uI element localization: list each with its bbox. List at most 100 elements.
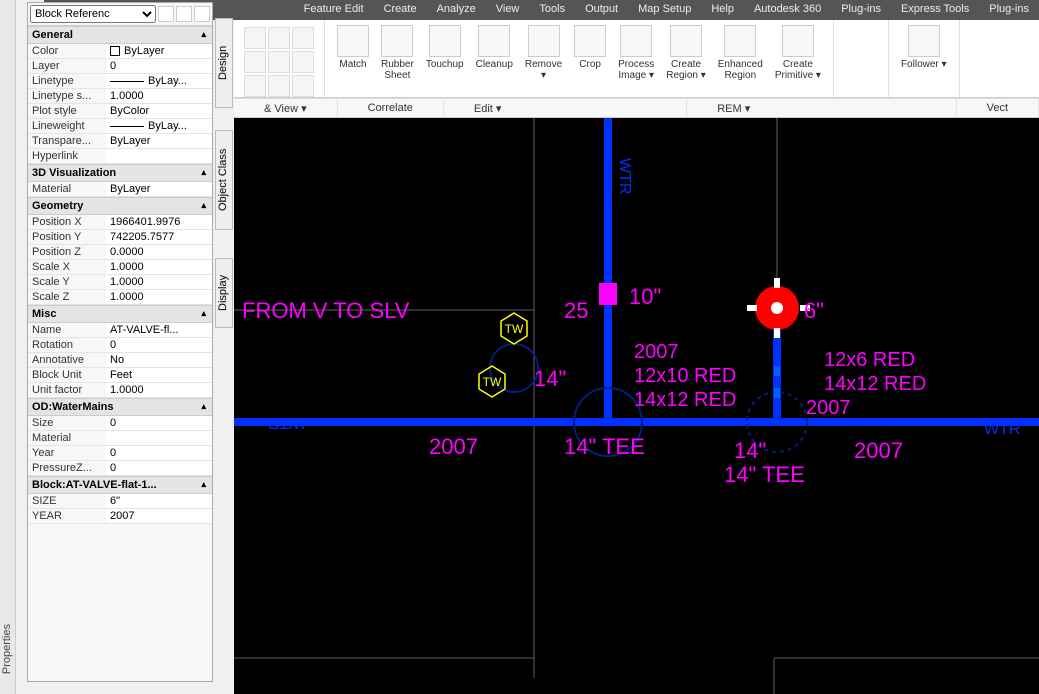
ribbon-mini-group: [234, 20, 325, 97]
property-category[interactable]: Misc: [28, 305, 212, 323]
property-row[interactable]: AnnotativeNo: [28, 353, 212, 368]
ribbon-follow-group: Follower ▾: [889, 20, 960, 97]
property-row[interactable]: Linetype s...1.0000: [28, 89, 212, 104]
svg-text:14": 14": [534, 366, 566, 391]
menu-item[interactable]: Tools: [529, 0, 575, 20]
property-row[interactable]: Plot styleByColor: [28, 104, 212, 119]
property-row[interactable]: PressureZ...0: [28, 461, 212, 476]
ribbon-button[interactable]: Touchup: [420, 23, 470, 72]
ribbon-panel-label[interactable]: REM ▾: [687, 99, 956, 117]
object-type-select[interactable]: Block Referenc: [30, 5, 156, 23]
property-row[interactable]: LinetypeByLay...: [28, 74, 212, 89]
svg-text:12x6 RED: 12x6 RED: [824, 349, 915, 371]
ribbon-panel-row: & View ▾CorrelateEdit ▾REM ▾Vect: [234, 98, 1039, 118]
svg-text:2007: 2007: [806, 397, 851, 419]
valve-symbol: [747, 278, 810, 338]
svg-text:14x12 RED: 14x12 RED: [634, 389, 736, 411]
ribbon-swatch-group: [834, 20, 889, 97]
display-tab[interactable]: Display: [215, 258, 233, 328]
property-row[interactable]: Position Z0.0000: [28, 245, 212, 260]
ribbon-button[interactable]: CreatePrimitive ▾: [769, 23, 827, 83]
property-row[interactable]: MaterialByLayer: [28, 182, 212, 197]
ribbon-panel-label[interactable]: Vect: [957, 99, 1039, 117]
drawing-canvas[interactable]: TW TW WTR WTR WTR FROM V TO SLV 25 10" 6…: [234, 118, 1039, 694]
ribbon-button[interactable]: Cleanup: [470, 23, 519, 72]
svg-text:14": 14": [734, 438, 766, 463]
menu-item[interactable]: Autodesk 360: [744, 0, 831, 20]
ribbon-button[interactable]: Remove▾: [519, 23, 568, 83]
property-row[interactable]: Scale Z1.0000: [28, 290, 212, 305]
property-row[interactable]: NameAT-VALVE-fl...: [28, 323, 212, 338]
ribbon-button[interactable]: Follower ▾: [895, 23, 953, 72]
ribbon-button[interactable]: CreateRegion ▾: [660, 23, 712, 83]
property-row[interactable]: Size0: [28, 416, 212, 431]
left-dock-strip: Properties: [0, 0, 16, 694]
property-category[interactable]: General: [28, 26, 212, 44]
property-row[interactable]: Position X1966401.9976: [28, 215, 212, 230]
property-row[interactable]: Layer0: [28, 59, 212, 74]
property-row[interactable]: Rotation0: [28, 338, 212, 353]
ribbon-button[interactable]: Crop: [568, 23, 612, 72]
ribbon-mini-icon[interactable]: [244, 27, 266, 49]
ribbon-panel-label[interactable]: & View ▾: [234, 99, 338, 117]
svg-text:2007: 2007: [634, 341, 679, 363]
svg-text:25: 25: [564, 298, 588, 323]
svg-text:14x12 RED: 14x12 RED: [824, 373, 926, 395]
svg-text:WTR: WTR: [984, 421, 1020, 438]
svg-text:TW: TW: [483, 375, 502, 389]
property-row[interactable]: Position Y742205.7577: [28, 230, 212, 245]
quick-select-icon[interactable]: [194, 6, 210, 22]
design-tab[interactable]: Design: [215, 18, 233, 108]
property-row[interactable]: Unit factor1.0000: [28, 383, 212, 398]
ribbon-button[interactable]: EnhancedRegion: [712, 23, 769, 83]
tw-badge: TW: [479, 366, 505, 397]
menu-item[interactable]: View: [486, 0, 530, 20]
property-row[interactable]: Block UnitFeet: [28, 368, 212, 383]
property-row[interactable]: Hyperlink: [28, 149, 212, 164]
svg-text:TW: TW: [505, 322, 524, 336]
menu-item[interactable]: Help: [701, 0, 744, 20]
ribbon-button[interactable]: Match: [331, 23, 375, 72]
svg-text:12x10 RED: 12x10 RED: [634, 365, 736, 387]
menu-item[interactable]: Plug-ins: [979, 0, 1039, 20]
svg-text:WTR: WTR: [616, 158, 633, 194]
property-category[interactable]: 3D Visualization: [28, 164, 212, 182]
svg-text:14" TEE: 14" TEE: [564, 434, 645, 459]
menu-item[interactable]: Analyze: [427, 0, 486, 20]
tw-badge: TW: [501, 313, 527, 344]
property-row[interactable]: LineweightByLay...: [28, 119, 212, 134]
ribbon-button[interactable]: RubberSheet: [375, 23, 420, 83]
property-category[interactable]: Block:AT-VALVE-flat-1...: [28, 476, 212, 494]
ribbon-main-group: MatchRubberSheetTouchupCleanupRemove▾Cro…: [325, 20, 834, 97]
menu-item[interactable]: Output: [575, 0, 628, 20]
svg-text:2007: 2007: [429, 434, 478, 459]
property-row[interactable]: Transpare...ByLayer: [28, 134, 212, 149]
select-objects-icon[interactable]: [176, 6, 192, 22]
svg-text:6": 6": [804, 298, 824, 323]
property-row[interactable]: Scale X1.0000: [28, 260, 212, 275]
ribbon-button[interactable]: ProcessImage ▾: [612, 23, 660, 83]
ribbon: MatchRubberSheetTouchupCleanupRemove▾Cro…: [234, 20, 1039, 98]
properties-panel: Block Referenc GeneralColorByLayerLayer0…: [27, 2, 213, 682]
menu-item[interactable]: Feature Edit: [294, 0, 374, 20]
property-row[interactable]: Scale Y1.0000: [28, 275, 212, 290]
pickadd-icon[interactable]: [158, 6, 174, 22]
properties-dock-label: Properties: [1, 624, 13, 674]
property-row[interactable]: SIZE6": [28, 494, 212, 509]
property-row[interactable]: ColorByLayer: [28, 44, 212, 59]
menu-item[interactable]: Express Tools: [891, 0, 979, 20]
menu-item[interactable]: Plug-ins: [831, 0, 891, 20]
properties-header: Block Referenc: [28, 3, 212, 26]
property-category[interactable]: Geometry: [28, 197, 212, 215]
ribbon-panel-label[interactable]: Edit ▾: [444, 99, 687, 117]
property-row[interactable]: Material: [28, 431, 212, 446]
menu-item[interactable]: Create: [374, 0, 427, 20]
property-row[interactable]: Year0: [28, 446, 212, 461]
svg-text:14" TEE: 14" TEE: [724, 462, 805, 487]
object-class-tab[interactable]: Object Class: [215, 130, 233, 230]
property-row[interactable]: YEAR2007: [28, 509, 212, 524]
menu-item[interactable]: Map Setup: [628, 0, 701, 20]
ribbon-panel-label[interactable]: Correlate: [338, 99, 444, 117]
property-category[interactable]: OD:WaterMains: [28, 398, 212, 416]
svg-text:2007: 2007: [854, 438, 903, 463]
